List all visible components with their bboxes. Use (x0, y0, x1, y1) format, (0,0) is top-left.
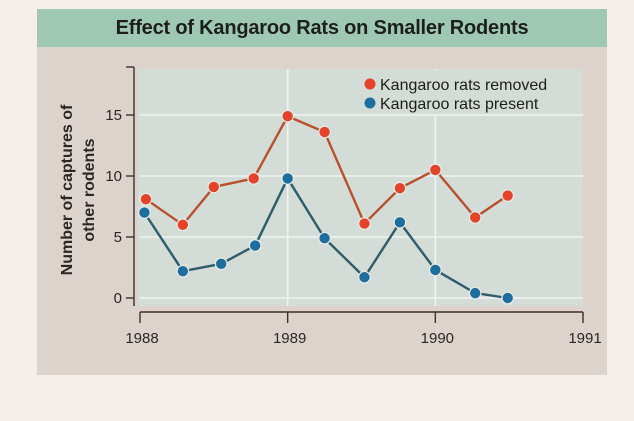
y-tick-label: 0 (114, 290, 122, 307)
data-point (138, 206, 151, 220)
data-point (214, 257, 228, 271)
data-point (428, 163, 442, 177)
data-point (393, 215, 407, 229)
data-point (176, 264, 190, 278)
data-point (468, 211, 482, 224)
axes: 0 5 10 15 1988 1989 1990 1991 (105, 66, 602, 347)
series-layer (138, 109, 515, 305)
y-tick-label: 5 (114, 229, 122, 246)
data-point (501, 291, 515, 305)
data-point (501, 189, 515, 202)
data-point (468, 286, 482, 300)
data-point (247, 172, 261, 185)
legend-marker (364, 78, 376, 90)
series-present (138, 172, 515, 305)
y-tick-label: 15 (105, 107, 122, 124)
data-point (207, 180, 221, 194)
x-tick-label: 1991 (568, 330, 601, 347)
data-point (358, 270, 371, 284)
series-removed (139, 109, 515, 232)
legend-label: Kangaroo rats removed (380, 77, 547, 94)
y-axis-label-line-2: other rodents (81, 138, 98, 241)
chart-title: Effect of Kangaroo Rats on Smaller Roden… (115, 16, 529, 39)
data-point (358, 217, 371, 230)
legend-label: Kangaroo rats present (380, 96, 539, 113)
data-point (318, 125, 331, 139)
data-point (176, 218, 190, 232)
data-point (318, 231, 331, 245)
legend-marker (364, 97, 376, 109)
legend: Kangaroo rats removed Kangaroo rats prese… (360, 70, 582, 114)
y-tick-label: 10 (105, 168, 122, 185)
data-point (281, 172, 295, 185)
data-point (248, 239, 262, 252)
data-point (281, 109, 295, 123)
title-band: Effect of Kangaroo Rats on Smaller Roden… (37, 9, 607, 47)
x-tick-label: 1988 (125, 330, 158, 347)
x-tick-label: 1990 (421, 330, 454, 347)
x-tick-label: 1989 (273, 330, 306, 347)
data-point (139, 192, 153, 206)
y-axis-label-line-1: Number of captures of (59, 104, 76, 275)
legend-box (360, 70, 582, 114)
data-point (428, 263, 442, 277)
data-point (393, 181, 407, 195)
